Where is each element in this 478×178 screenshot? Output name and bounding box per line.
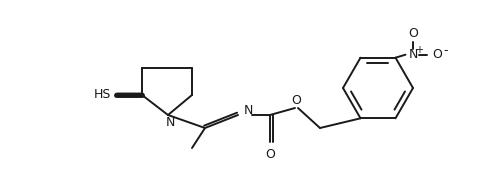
Text: HS: HS [93,88,111,101]
Text: -: - [443,44,448,57]
Text: N: N [409,48,418,61]
Text: O: O [265,148,275,161]
Text: +: + [415,45,424,55]
Text: O: O [433,48,443,61]
Text: O: O [409,27,418,40]
Text: O: O [291,93,301,106]
Text: N: N [165,116,174,130]
Text: N: N [243,104,253,117]
